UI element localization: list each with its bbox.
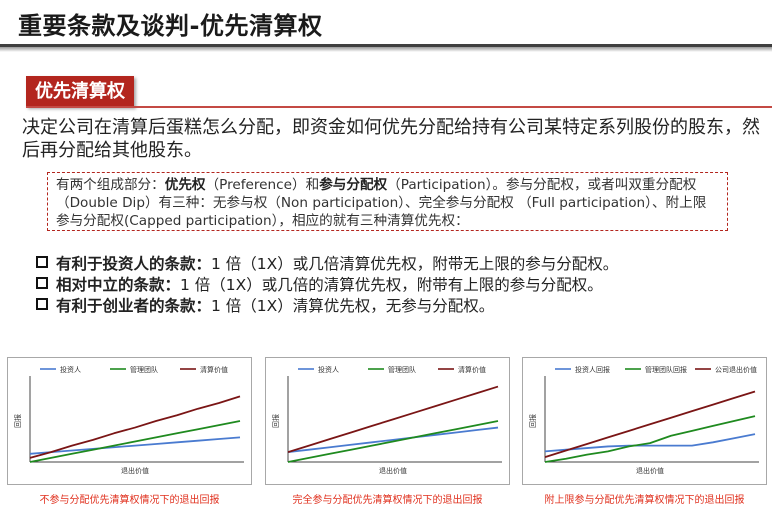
y-axis-label: 回报 xyxy=(528,414,537,428)
intro-paragraph: 决定公司在清算后蛋糕怎么分配，即资金如何优先分配给持有公司某特定系列股份的股东，… xyxy=(22,117,760,161)
series-line xyxy=(544,415,756,463)
title-divider xyxy=(0,44,772,47)
bullet-item: 有利于投资人的条款：1 倍（1X）或几倍清算优先权，附带无上限的参与分配权。 xyxy=(36,254,756,275)
series-line xyxy=(544,390,756,458)
y-axis-label: 回报 xyxy=(271,414,280,428)
legend-label: 投资人 xyxy=(318,365,339,374)
checkbox-square-icon xyxy=(36,298,48,310)
legend-label: 管理团队 xyxy=(130,365,158,374)
legend-label: 清算价值 xyxy=(458,365,486,374)
chart-capped-participation: 投资人回报 管理团队回报 公司退出价值退出价值 回报 xyxy=(522,357,767,485)
series-line xyxy=(287,385,499,454)
series-line xyxy=(29,436,241,455)
y-axis-label: 回报 xyxy=(13,414,22,428)
legend-label: 投资人 xyxy=(60,365,81,374)
bullet-lead: 有利于投资人的条款： xyxy=(56,255,212,273)
legend-label: 管理团队 xyxy=(388,365,416,374)
chart-caption: 不参与分配优先清算权情况下的退出回报 xyxy=(39,495,220,506)
legend-label: 投资人回报 xyxy=(575,365,610,374)
series-line xyxy=(29,395,241,459)
note-keyword-participation: 参与分配权 xyxy=(319,177,388,193)
bullet-lead: 相对中立的条款： xyxy=(56,276,181,294)
legend-label: 公司退出价值 xyxy=(715,365,757,374)
series-line xyxy=(544,433,756,453)
note-text: （Participation）。参与分配权，或者叫双重分配权（Double Di… xyxy=(56,177,707,229)
series-line xyxy=(287,420,499,463)
legend-label: 清算价值 xyxy=(200,365,228,374)
title-divider-shadow xyxy=(0,47,772,52)
chart-caption: 完全参与分配优先清算权情况下的退出回报 xyxy=(292,495,483,506)
series-line xyxy=(287,426,499,454)
note-text: （Preference）和 xyxy=(205,177,320,193)
chart-caption: 附上限参与分配优先清算权情况下的退出回报 xyxy=(544,495,745,506)
bullet-lead: 有利于创业者的条款： xyxy=(56,297,212,315)
bullet-text: 1 倍（1X）清算优先权，无参与分配权。 xyxy=(211,297,495,315)
note-box: 有两个组成部分：优先权（Preference）和参与分配权（Participat… xyxy=(47,172,728,231)
x-axis-label: 退出价值 xyxy=(121,466,149,475)
section-divider xyxy=(26,106,772,108)
bullet-list: 有利于投资人的条款：1 倍（1X）或几倍清算优先权，附带无上限的参与分配权。 相… xyxy=(36,254,756,317)
x-axis-label: 退出价值 xyxy=(636,466,664,475)
legend-label: 管理团队回报 xyxy=(645,365,687,374)
bullet-item: 有利于创业者的条款：1 倍（1X）清算优先权，无参与分配权。 xyxy=(36,296,756,317)
checkbox-square-icon xyxy=(36,277,48,289)
bullet-text: 1 倍（1X）或几倍清算优先权，附带无上限的参与分配权。 xyxy=(211,255,619,273)
x-axis-label: 退出价值 xyxy=(379,466,407,475)
chart-full-participation: 投资人 管理团队 清算价值退出价值 回报 xyxy=(265,357,510,485)
page-title: 重要条款及谈判-优先清算权 xyxy=(18,12,323,40)
chart-non-participation: 投资人 管理团队 清算价值退出价值 回报 xyxy=(7,357,252,485)
bullet-text: 1 倍（1X）或几倍的清算优先权，附带有上限的参与分配权。 xyxy=(180,276,603,294)
series-line xyxy=(29,420,241,463)
bullet-item: 相对中立的条款：1 倍（1X）或几倍的清算优先权，附带有上限的参与分配权。 xyxy=(36,275,756,296)
note-text: 有两个组成部分： xyxy=(56,177,165,193)
note-keyword-preference: 优先权 xyxy=(164,177,206,193)
section-tag: 优先清算权 xyxy=(26,76,134,107)
checkbox-square-icon xyxy=(36,256,48,268)
